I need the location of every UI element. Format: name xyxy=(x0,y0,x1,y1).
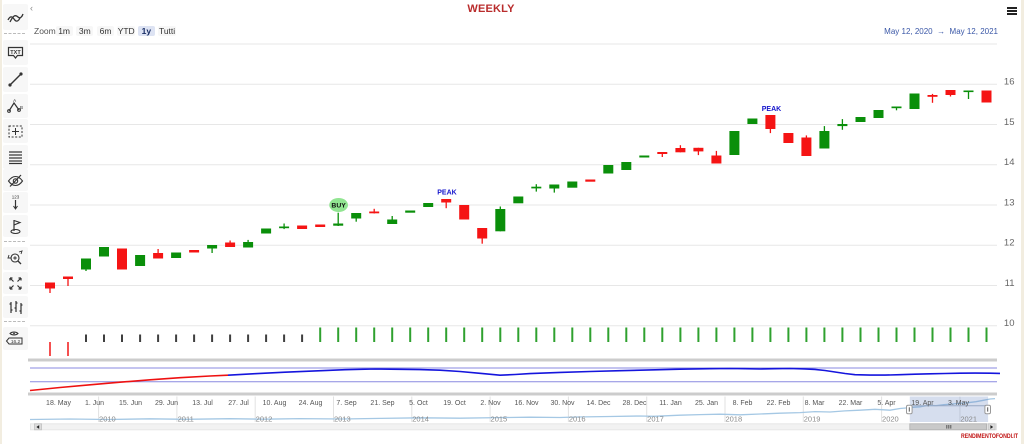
svg-text:123: 123 xyxy=(12,195,20,200)
svg-text:22. Mar: 22. Mar xyxy=(839,400,863,407)
svg-text:5. Apr: 5. Apr xyxy=(877,400,896,407)
svg-text:19. Apr: 19. Apr xyxy=(911,400,934,407)
svg-text:5. Oct: 5. Oct xyxy=(409,400,428,407)
svg-text:2018: 2018 xyxy=(725,414,742,423)
svg-text:8. Feb: 8. Feb xyxy=(733,400,753,407)
svg-text:TXT: TXT xyxy=(10,50,21,56)
svg-text:B: B xyxy=(20,105,23,110)
svg-text:2017: 2017 xyxy=(647,414,664,423)
svg-text:2015: 2015 xyxy=(491,414,508,423)
svg-text:15. Jun: 15. Jun xyxy=(119,400,142,407)
svg-text:16.2: 16.2 xyxy=(11,339,21,345)
svg-text:A: A xyxy=(13,97,16,102)
svg-text:15: 15 xyxy=(1004,117,1015,128)
svg-text:30. Nov: 30. Nov xyxy=(550,400,575,407)
svg-text:14. Dec: 14. Dec xyxy=(586,400,611,407)
svg-text:22. Feb: 22. Feb xyxy=(767,400,791,407)
svg-text:11. Jan: 11. Jan xyxy=(659,400,682,407)
svg-text:3. May: 3. May xyxy=(948,400,970,407)
svg-text:14: 14 xyxy=(1004,157,1015,168)
svg-text:10. Aug: 10. Aug xyxy=(263,400,287,407)
svg-text:24. Aug: 24. Aug xyxy=(299,400,323,407)
svg-text:PEAK: PEAK xyxy=(437,190,456,197)
svg-text:21. Sep: 21. Sep xyxy=(370,400,394,407)
svg-text:16: 16 xyxy=(1004,77,1015,88)
svg-text:2010: 2010 xyxy=(99,414,116,423)
svg-text:8. Mar: 8. Mar xyxy=(805,400,826,407)
svg-text:18. May: 18. May xyxy=(46,400,71,407)
svg-text:25. Jan: 25. Jan xyxy=(695,400,718,407)
svg-text:11: 11 xyxy=(1005,278,1015,289)
svg-text:13: 13 xyxy=(1004,198,1015,209)
svg-text:10: 10 xyxy=(1004,318,1015,329)
svg-text:2. Nov: 2. Nov xyxy=(480,400,501,407)
svg-text:28. Dec: 28. Dec xyxy=(622,400,647,407)
svg-text:7. Sep: 7. Sep xyxy=(336,400,356,407)
svg-text:2021: 2021 xyxy=(960,414,977,423)
svg-text:13. Jul: 13. Jul xyxy=(192,400,213,407)
svg-text:BUY: BUY xyxy=(331,203,346,210)
svg-text:2019: 2019 xyxy=(804,414,821,423)
svg-text:1. Jun: 1. Jun xyxy=(85,400,104,407)
svg-text:27. Jul: 27. Jul xyxy=(228,400,249,407)
svg-text:2013: 2013 xyxy=(334,414,351,423)
svg-text:2020: 2020 xyxy=(882,414,899,423)
svg-text:2012: 2012 xyxy=(256,414,273,423)
svg-text:19. Oct: 19. Oct xyxy=(443,400,466,407)
svg-text:PEAK: PEAK xyxy=(762,106,781,113)
svg-text:2011: 2011 xyxy=(178,414,194,423)
svg-text:2014: 2014 xyxy=(412,414,429,423)
svg-text:2016: 2016 xyxy=(569,414,586,423)
svg-text:12: 12 xyxy=(1004,238,1015,249)
svg-text:29. Jun: 29. Jun xyxy=(155,400,178,407)
svg-text:16. Nov: 16. Nov xyxy=(514,400,539,407)
